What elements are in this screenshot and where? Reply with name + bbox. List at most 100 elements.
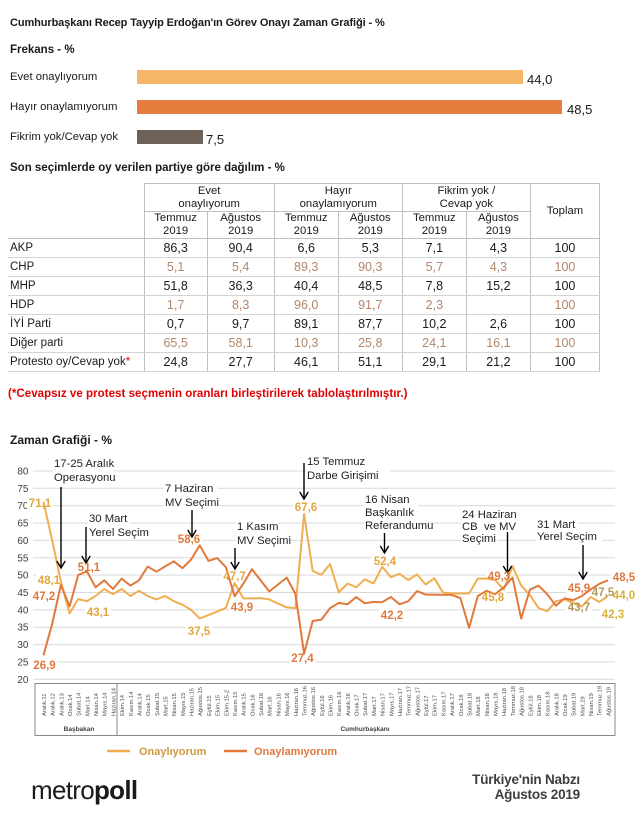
svg-text:Aralık.17: Aralık.17 (450, 693, 456, 716)
svg-text:Başbakan: Başbakan (64, 726, 95, 733)
svg-text:Mayıs.17: Mayıs.17 (389, 692, 395, 716)
svg-text:25: 25 (17, 657, 29, 668)
svg-text:Referandumu: Referandumu (365, 520, 433, 532)
svg-text:7 Haziran: 7 Haziran (165, 483, 213, 495)
svg-text:49,3: 49,3 (488, 571, 510, 583)
svg-text:Nisan.19: Nisan.19 (589, 693, 595, 716)
svg-text:65: 65 (17, 519, 29, 530)
svg-text:Haziran.17: Haziran.17 (398, 688, 404, 716)
svg-text:Mayıs.15: Mayıs.15 (181, 692, 187, 716)
svg-text:55: 55 (17, 553, 29, 564)
svg-text:60: 60 (17, 536, 29, 547)
svg-text:Ocak.18: Ocak.18 (459, 694, 465, 716)
svg-text:MV Seçimi: MV Seçimi (237, 535, 291, 547)
svg-text:Ağustos.17: Ağustos.17 (415, 687, 421, 716)
svg-text:70: 70 (17, 501, 29, 512)
svg-text:Ocak.14: Ocak.14 (68, 694, 74, 716)
svg-text:45,8: 45,8 (482, 592, 505, 604)
svg-text:Nisan.16: Nisan.16 (276, 693, 282, 716)
svg-text:67,6: 67,6 (295, 502, 317, 514)
svg-text:Mart.17: Mart.17 (372, 696, 378, 716)
svg-text:48,1: 48,1 (38, 575, 61, 587)
svg-text:Ekim.17: Ekim.17 (433, 695, 439, 716)
svg-text:Şubat.17: Şubat.17 (363, 693, 369, 716)
svg-text:Ocak.19: Ocak.19 (563, 694, 569, 716)
svg-text:Darbe Girişimi: Darbe Girişimi (307, 470, 379, 482)
svg-text:Mart.16: Mart.16 (268, 696, 274, 716)
svg-text:24 Haziran: 24 Haziran (462, 509, 517, 521)
svg-text:Haziran.14: Haziran.14 (111, 687, 117, 716)
svg-text:20: 20 (17, 675, 29, 686)
svg-text:Mart.19: Mart.19 (580, 696, 586, 716)
svg-text:17-25 Aralık: 17-25 Aralık (54, 458, 115, 470)
svg-text:50: 50 (17, 571, 29, 582)
svg-text:Ağustos.15: Ağustos.15 (198, 687, 204, 716)
svg-text:Aralık.16: Aralık.16 (346, 693, 352, 716)
svg-text:Ocak.16: Ocak.16 (250, 694, 256, 716)
svg-text:Ocak.15: Ocak.15 (146, 694, 152, 716)
svg-text:Haziran.18: Haziran.18 (502, 688, 508, 716)
svg-text:40: 40 (17, 605, 29, 616)
svg-text:31 Mart: 31 Mart (537, 519, 576, 531)
svg-text:42,2: 42,2 (381, 610, 403, 622)
svg-text:35: 35 (17, 623, 29, 634)
svg-text:Nisan.15: Nisan.15 (172, 693, 178, 716)
svg-text:47,2: 47,2 (33, 591, 55, 603)
svg-text:Aralık.18: Aralık.18 (554, 693, 560, 716)
svg-text:Mayıs.14: Mayıs.14 (103, 692, 109, 716)
svg-text:43,7: 43,7 (568, 602, 590, 614)
svg-text:Şubat.16: Şubat.16 (259, 693, 265, 716)
svg-text:Kasım.15: Kasım.15 (233, 692, 239, 717)
svg-text:Nisan.17: Nisan.17 (381, 693, 387, 716)
svg-text:Başkanlık: Başkanlık (365, 507, 414, 519)
svg-text:CB ve MV: CB ve MV (462, 521, 516, 533)
svg-text:Ekim.15-2: Ekim.15-2 (224, 690, 230, 716)
svg-text:Yerel Seçim: Yerel Seçim (89, 527, 149, 539)
svg-text:Nisan.18: Nisan.18 (485, 693, 491, 716)
svg-text:Eylül.15: Eylül.15 (207, 695, 213, 716)
svg-text:47,7: 47,7 (223, 571, 245, 583)
svg-text:Ekim.14: Ekim.14 (120, 694, 126, 716)
svg-text:16 Nisan: 16 Nisan (365, 494, 410, 506)
svg-text:43,1: 43,1 (87, 607, 110, 619)
svg-text:58,6: 58,6 (178, 534, 200, 546)
svg-text:Ağustos.18: Ağustos.18 (520, 687, 526, 716)
svg-text:Şubat.19: Şubat.19 (572, 693, 578, 716)
svg-text:Ekim.18: Ekim.18 (537, 695, 543, 716)
svg-text:26,9: 26,9 (33, 660, 55, 672)
svg-text:Cumhurbaşkanı: Cumhurbaşkanı (340, 726, 389, 733)
svg-text:Onaylamıyorum: Onaylamıyorum (254, 746, 337, 758)
svg-text:Seçimi: Seçimi (462, 533, 496, 545)
svg-text:45,9: 45,9 (568, 583, 590, 595)
svg-text:Nisan.14: Nisan.14 (94, 692, 100, 716)
svg-text:Ekim.15: Ekim.15 (216, 695, 222, 716)
svg-text:Haziran.15: Haziran.15 (190, 688, 196, 716)
svg-text:Temmuz.16: Temmuz.16 (302, 686, 308, 716)
svg-text:Mart.15: Mart.15 (164, 696, 170, 716)
svg-text:Eylül.18: Eylül.18 (528, 695, 534, 716)
svg-text:Kasım.16: Kasım.16 (337, 692, 343, 717)
svg-text:Mart.18: Mart.18 (476, 696, 482, 716)
svg-text:45: 45 (17, 588, 29, 599)
svg-text:Ocak.17: Ocak.17 (355, 694, 361, 716)
svg-text:Temmuz.17: Temmuz.17 (407, 686, 413, 716)
svg-text:Ağustos.16: Ağustos.16 (311, 687, 317, 716)
svg-text:Aralık.15: Aralık.15 (242, 693, 248, 716)
svg-text:Eylül.16: Eylül.16 (320, 695, 326, 716)
svg-text:Yerel Seçim: Yerel Seçim (537, 531, 597, 543)
svg-text:Onaylıyorum: Onaylıyorum (139, 746, 206, 758)
svg-text:Aralık.14: Aralık.14 (137, 692, 143, 716)
svg-text:37,5: 37,5 (188, 626, 211, 638)
svg-text:42,3: 42,3 (602, 609, 624, 621)
svg-text:80: 80 (17, 467, 29, 478)
svg-text:Aralık.13: Aralık.13 (59, 693, 65, 716)
svg-text:47,5: 47,5 (592, 587, 615, 599)
svg-text:15 Temmuz: 15 Temmuz (307, 456, 366, 468)
svg-text:Kasım.17: Kasım.17 (441, 692, 447, 717)
svg-text:Şubat.15: Şubat.15 (155, 693, 161, 716)
svg-text:52,4: 52,4 (374, 556, 397, 568)
svg-text:Şubat.14: Şubat.14 (77, 692, 83, 716)
svg-text:43,9: 43,9 (231, 602, 253, 614)
svg-text:Ekim.16: Ekim.16 (329, 695, 335, 716)
svg-text:Kasım.14: Kasım.14 (129, 691, 135, 716)
